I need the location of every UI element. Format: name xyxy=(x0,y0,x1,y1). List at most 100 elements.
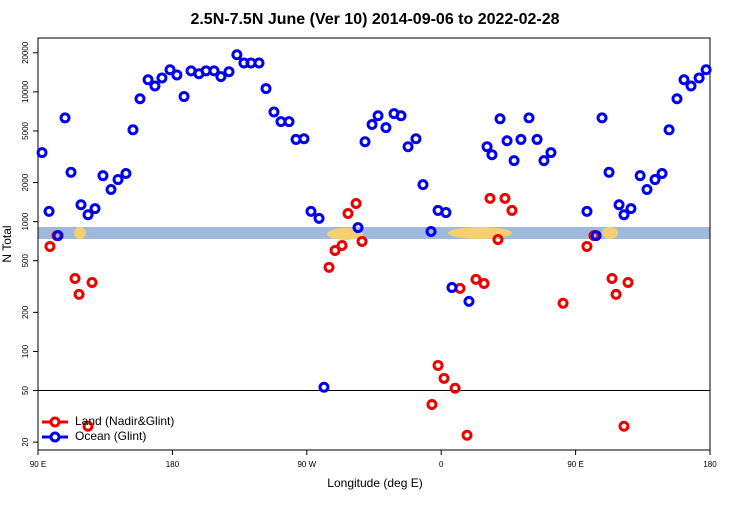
point xyxy=(603,166,615,178)
point xyxy=(223,66,235,78)
point xyxy=(305,205,317,217)
point xyxy=(36,147,48,159)
point xyxy=(446,281,458,293)
point xyxy=(590,230,602,242)
point xyxy=(298,133,310,145)
point xyxy=(178,91,190,103)
point xyxy=(461,429,473,441)
ocean-strip xyxy=(38,227,710,239)
point xyxy=(215,71,227,83)
land-strip xyxy=(327,228,363,240)
point xyxy=(581,205,593,217)
point xyxy=(523,112,535,124)
point xyxy=(440,207,452,219)
x-axis-label: Longitude (deg E) xyxy=(327,476,422,490)
point xyxy=(613,199,625,211)
point xyxy=(618,420,630,432)
point xyxy=(531,133,543,145)
point xyxy=(171,69,183,81)
point xyxy=(268,106,280,118)
point xyxy=(499,192,511,204)
point xyxy=(596,112,608,124)
y-tick-label: 20 xyxy=(21,437,30,446)
y-tick-label: 10000 xyxy=(21,80,30,103)
point xyxy=(323,261,335,273)
y-axis-label: N Total xyxy=(0,225,14,262)
point xyxy=(329,244,341,256)
point xyxy=(678,74,690,86)
y-tick-label: 20000 xyxy=(21,41,30,64)
point xyxy=(149,80,161,92)
point xyxy=(463,295,475,307)
y-tick-label: 1000 xyxy=(21,212,30,230)
plot-frame xyxy=(37,37,711,451)
point xyxy=(641,183,653,195)
point xyxy=(89,203,101,215)
chart-title: 2.5N-7.5N June (Ver 10) 2014-09-06 to 20… xyxy=(190,11,559,28)
point xyxy=(86,276,98,288)
point xyxy=(494,113,506,125)
point xyxy=(625,203,637,215)
point xyxy=(253,57,265,69)
point xyxy=(59,112,71,124)
point xyxy=(380,122,392,134)
point xyxy=(164,64,176,76)
legend-label: Ocean (Glint) xyxy=(75,429,146,443)
point xyxy=(82,209,94,221)
point xyxy=(372,110,384,122)
point xyxy=(134,93,146,105)
point xyxy=(142,74,154,86)
point xyxy=(208,65,220,77)
point xyxy=(260,83,272,95)
point xyxy=(105,183,117,195)
map-strip xyxy=(38,227,710,240)
legend-marker xyxy=(49,431,61,443)
legend-label: Land (Nadir&Glint) xyxy=(75,414,174,428)
point xyxy=(342,208,354,220)
point xyxy=(97,170,109,182)
point xyxy=(634,170,646,182)
land-strip xyxy=(602,227,618,239)
point xyxy=(65,166,77,178)
point xyxy=(231,49,243,61)
point xyxy=(425,225,437,237)
point xyxy=(484,192,496,204)
point xyxy=(352,222,364,234)
point xyxy=(426,399,438,411)
point xyxy=(606,272,618,284)
point xyxy=(283,116,295,128)
point xyxy=(366,119,378,131)
point xyxy=(478,277,490,289)
point xyxy=(622,276,634,288)
point xyxy=(663,124,675,136)
x-tick-label: 90 W xyxy=(297,460,316,469)
point xyxy=(112,174,124,186)
y-tick-label: 2000 xyxy=(21,173,30,191)
x-tick-label: 90 E xyxy=(567,460,583,469)
point xyxy=(336,239,348,251)
point xyxy=(506,204,518,216)
x-tick-label: 90 E xyxy=(30,460,46,469)
point xyxy=(656,167,668,179)
point xyxy=(356,236,368,248)
x-tick-label: 180 xyxy=(703,460,717,469)
point xyxy=(671,93,683,105)
point xyxy=(432,359,444,371)
y-tick-label: 5000 xyxy=(21,121,30,139)
point xyxy=(313,212,325,224)
point xyxy=(700,64,712,76)
point xyxy=(486,149,498,161)
point xyxy=(610,288,622,300)
y-tick-label: 500 xyxy=(21,253,30,267)
point xyxy=(649,174,661,186)
point xyxy=(120,167,132,179)
point xyxy=(557,297,569,309)
point xyxy=(43,205,55,217)
point xyxy=(581,240,593,252)
point xyxy=(515,133,527,145)
x-tick-label: 0 xyxy=(439,460,444,469)
point xyxy=(501,135,513,147)
point xyxy=(44,240,56,252)
